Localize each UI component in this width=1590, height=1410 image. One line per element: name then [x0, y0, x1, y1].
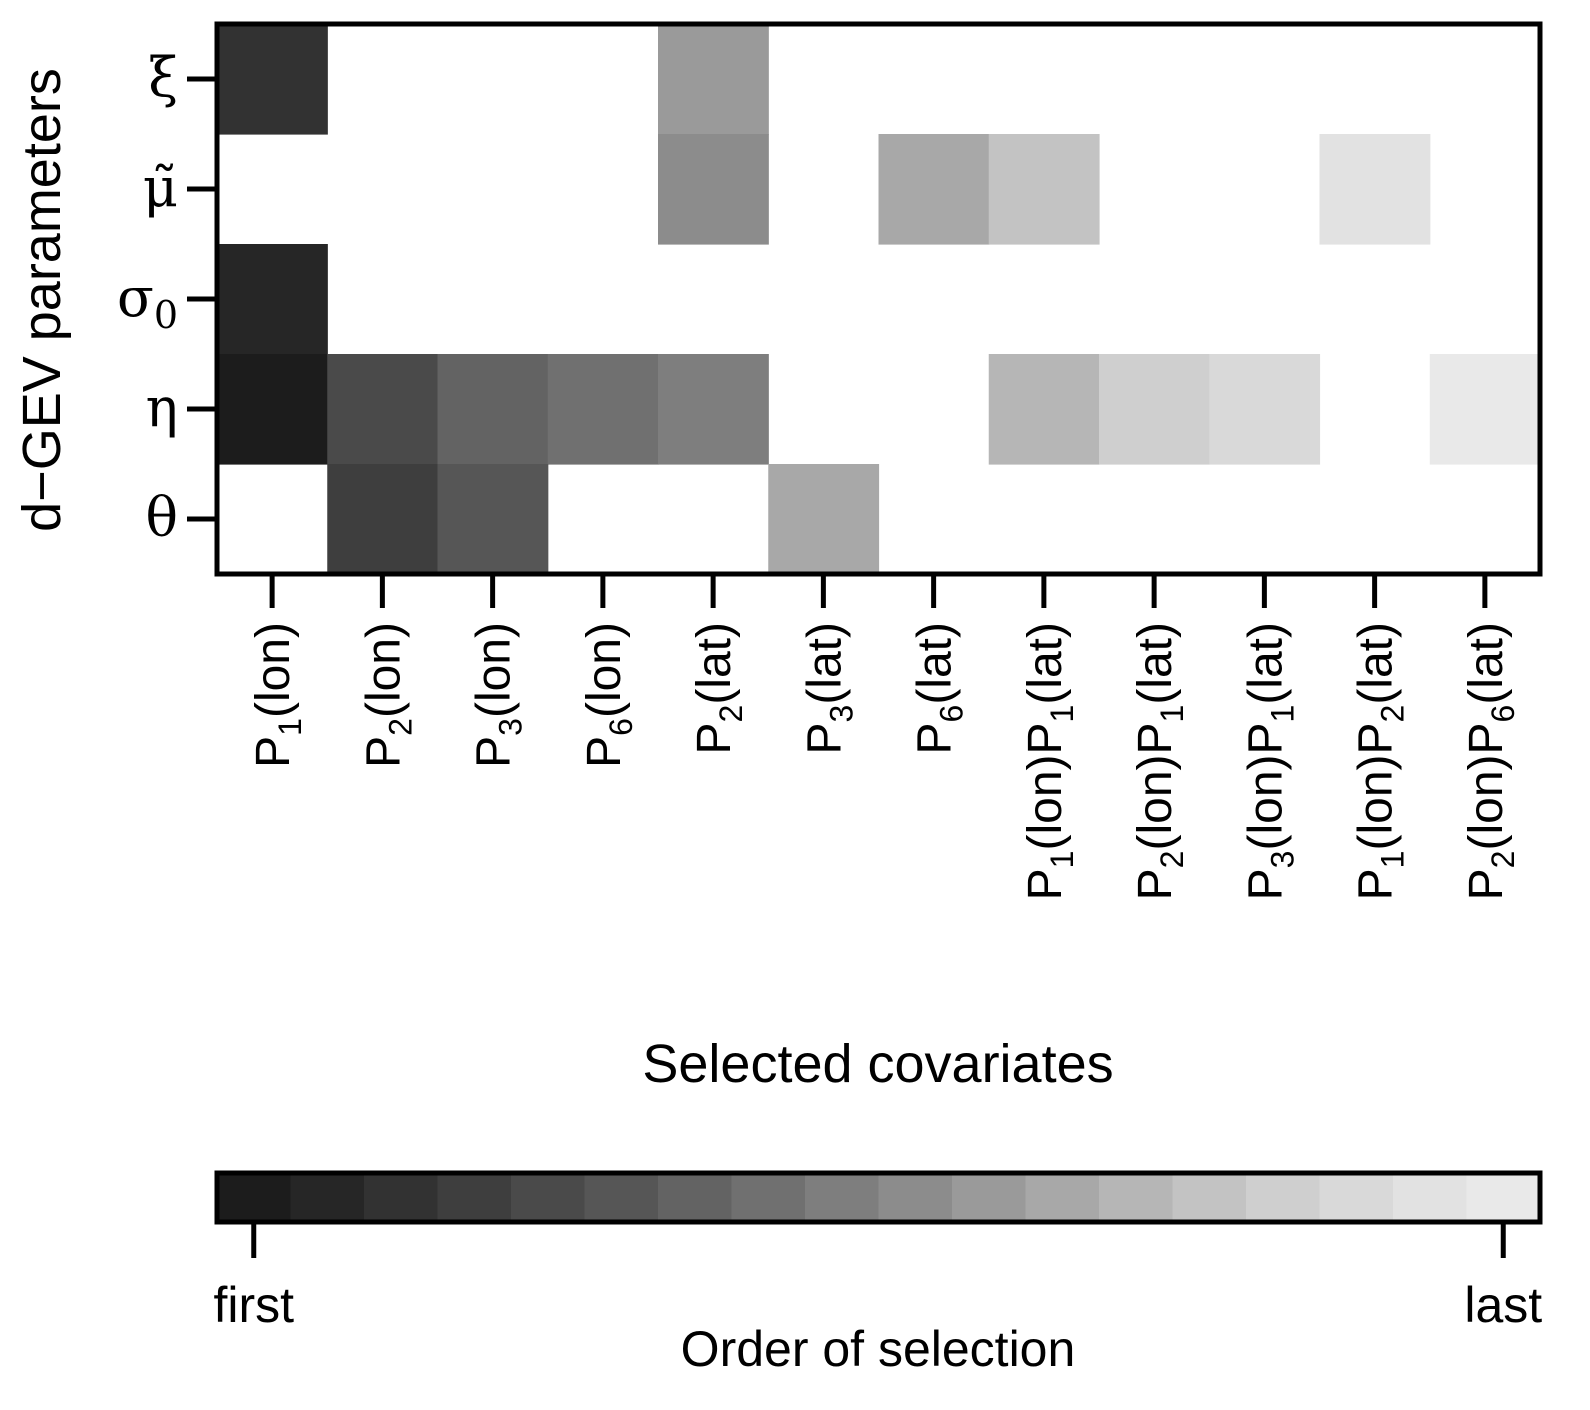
y-tick-label: σ0 [117, 266, 178, 337]
heatmap-cell [768, 464, 880, 575]
colorbar-swatch [1466, 1173, 1541, 1222]
colorbar-swatch [1393, 1173, 1468, 1222]
y-axis: ξ μ̃ σ0 ηθ [117, 46, 217, 549]
colorbar-swatch [658, 1173, 733, 1222]
heatmap-cell [658, 134, 769, 245]
x-axis-title: Selected covariates [642, 1034, 1113, 1094]
x-tick-label: P2(lat) [688, 622, 749, 754]
heatmap-cell [878, 134, 990, 245]
colorbar-swatch [364, 1173, 439, 1222]
heatmap-cell [1429, 354, 1541, 465]
colorbar [214, 1170, 1543, 1258]
colorbar-swatch [584, 1173, 659, 1222]
colorbar-swatch [437, 1173, 512, 1222]
colorbar-swatch [1172, 1173, 1247, 1222]
x-axis: P1(lon) P2(lon) P3(lon) P6(lon) P2(lat) P3(la… [247, 574, 1521, 900]
x-tick-label: P6(lon) [578, 622, 639, 768]
y-tick-label: μ̃ [143, 156, 178, 219]
x-tick-label: P1(lon)P1(lat) [1019, 622, 1080, 900]
colorbar-swatch [1246, 1173, 1321, 1222]
heatmap-cell [217, 244, 328, 355]
colorbar-swatch [1025, 1173, 1100, 1222]
heatmap-cell [1099, 354, 1210, 465]
colorbar-swatch [805, 1173, 880, 1222]
heatmap-cell [217, 354, 328, 465]
colorbar-title: Order of selection [681, 1321, 1076, 1377]
y-tick-label: ξ [148, 46, 178, 109]
x-tick-label: P2(lon)P1(lat) [1129, 622, 1190, 900]
heatmap-cell [988, 354, 1100, 465]
x-tick-label: P3(lon) [468, 622, 529, 768]
x-tick-label: P1(lon)P2(lat) [1350, 622, 1411, 900]
y-tick-label: θ [145, 486, 178, 549]
x-tick-label: P3(lon)P1(lat) [1239, 622, 1300, 900]
heatmap-cell [547, 354, 659, 465]
heatmap-cell [988, 134, 1100, 245]
heatmap-cell [327, 464, 439, 575]
x-tick-label: P2(lon)P6(lat) [1460, 622, 1521, 900]
colorbar-swatch [952, 1173, 1027, 1222]
heatmap-cell [217, 24, 328, 135]
x-tick-label: P2(lon) [357, 622, 418, 768]
x-tick-label: P1(lon) [247, 622, 308, 768]
colorbar-swatch [217, 1173, 292, 1222]
heatmap-cell [1209, 354, 1321, 465]
colorbar-first-label: first [213, 1277, 294, 1333]
colorbar-swatch [511, 1173, 586, 1222]
heatmap-cell [437, 464, 549, 575]
colorbar-swatch [290, 1173, 365, 1222]
colorbar-last-label: last [1464, 1277, 1542, 1333]
y-tick-label: η [146, 376, 178, 439]
x-tick-label: P6(lat) [909, 622, 970, 754]
colorbar-swatch [1099, 1173, 1174, 1222]
heatmap-cells [217, 24, 1541, 575]
colorbar-swatch [731, 1173, 806, 1222]
y-axis-title: d−GEV parameters [12, 68, 72, 532]
colorbar-swatch [1319, 1173, 1394, 1222]
colorbar-swatch [878, 1173, 953, 1222]
heatmap-cell [1319, 134, 1431, 245]
heatmap-cell [658, 24, 769, 135]
heatmap-cell [437, 354, 549, 465]
heatmap-cell [658, 354, 769, 465]
x-tick-label: P3(lat) [798, 622, 859, 754]
heatmap-cell [327, 354, 439, 465]
colorbar-frame [214, 1170, 1543, 1225]
